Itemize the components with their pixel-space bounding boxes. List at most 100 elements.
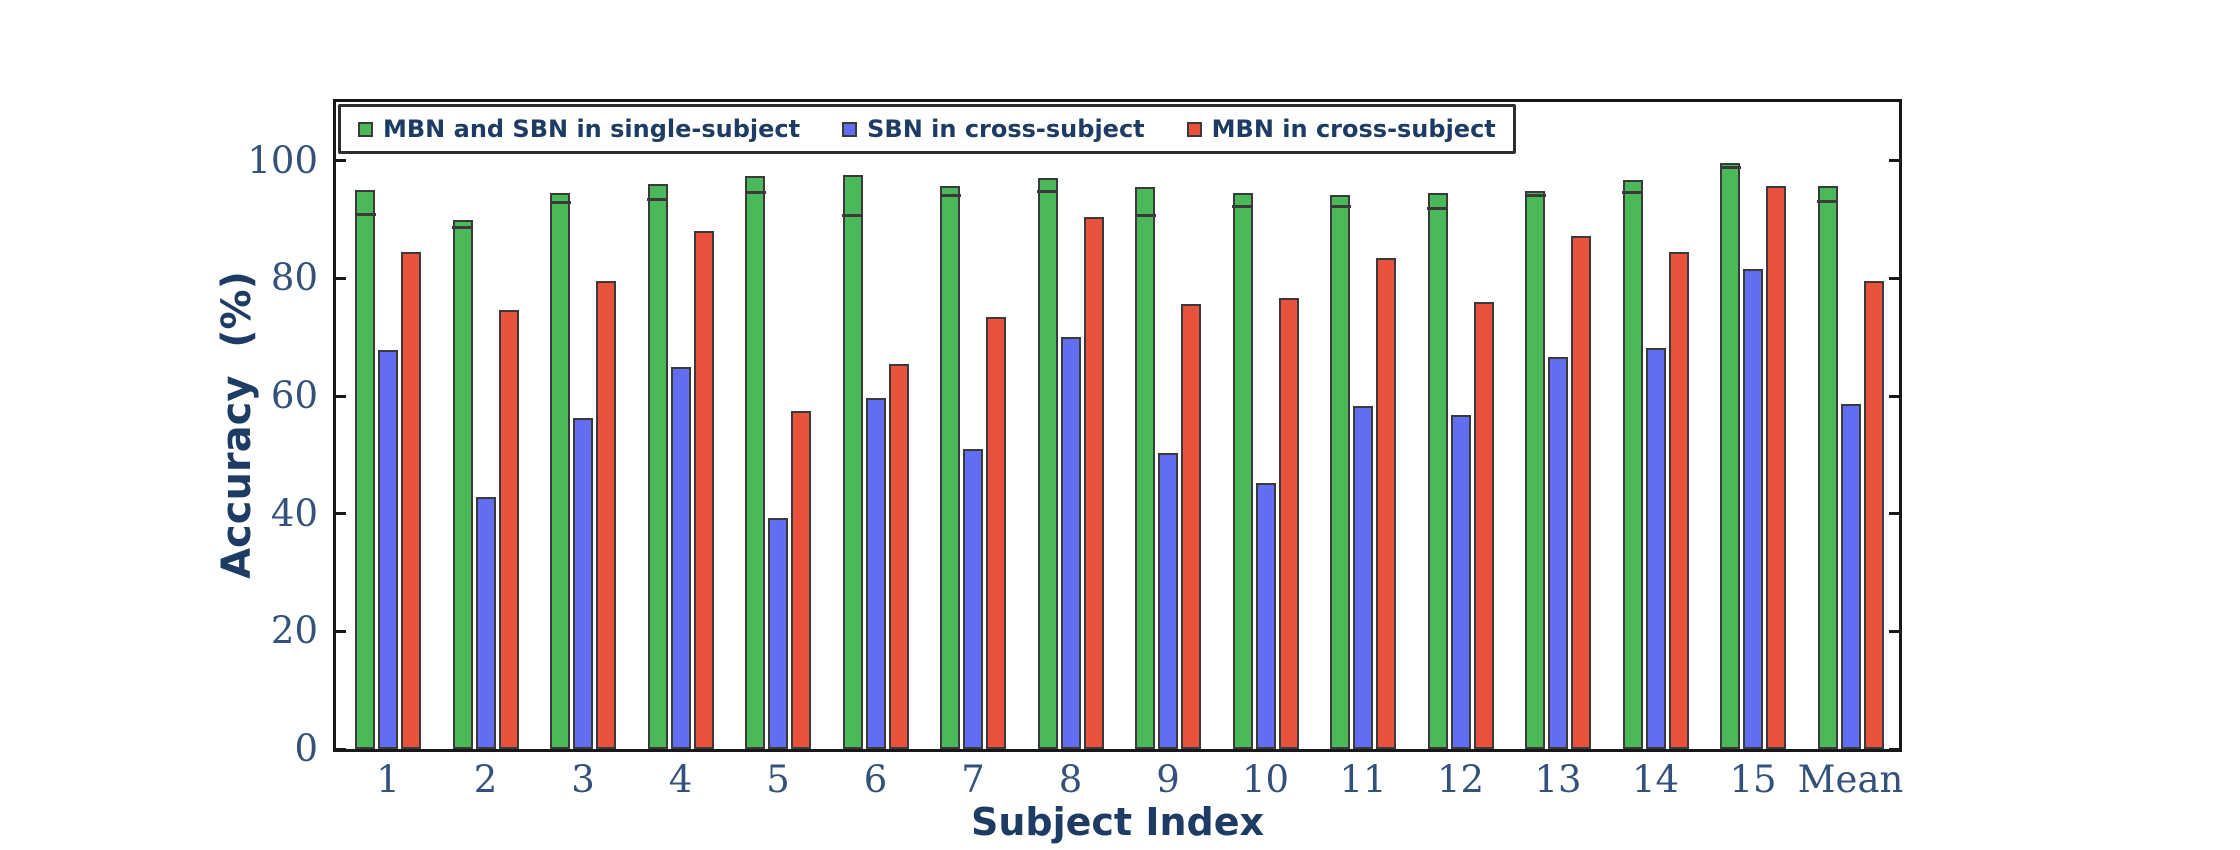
y-tick-mark-right-100 [1889, 159, 1899, 163]
x-tick-label-12: 12 [1436, 758, 1485, 801]
legend-item-single-subject: MBN and SBN in single-subject [358, 115, 800, 143]
single-subject-secondary-top-line-2 [452, 226, 473, 230]
bar-sbn-cross-8 [1060, 337, 1081, 749]
bar-group-3 [549, 102, 616, 749]
bar-mbn-cross-8 [1083, 217, 1104, 749]
bar-sbn-cross-3 [573, 418, 593, 749]
bar-sbn-cross-4 [670, 366, 691, 749]
bar-mbn-cross-15 [1766, 185, 1786, 749]
bar-single-subject-13 [1524, 191, 1546, 749]
plot-area: MBN and SBN in single-subject SBN in cro… [333, 99, 1902, 752]
bar-mbn-cross-4 [693, 231, 714, 749]
bar-sbn-cross-7 [963, 449, 983, 749]
x-tick-label-15: 15 [1729, 758, 1777, 801]
y-tick-label-0: 0 [294, 727, 318, 770]
bar-single-subject-10 [1232, 192, 1253, 749]
y-tick-label-40: 40 [270, 491, 318, 535]
bar-group-7 [939, 102, 1006, 749]
single-subject-secondary-top-line-12 [1427, 207, 1448, 211]
bar-sbn-cross-11 [1353, 406, 1373, 749]
bar-sbn-cross-9 [1158, 453, 1178, 749]
y-tick-mark-right-60 [1889, 394, 1899, 398]
y-tick-mark-right-0 [1889, 747, 1899, 751]
x-tick-label-2: 2 [473, 758, 498, 801]
y-tick-mark-right-20 [1889, 629, 1899, 633]
bar-single-subject-1 [354, 190, 376, 749]
y-tick-mark-left-60 [336, 394, 346, 398]
single-subject-secondary-top-line-9 [1134, 213, 1156, 217]
bar-group-8 [1037, 102, 1104, 749]
bar-mbn-cross-7 [986, 317, 1006, 749]
bar-single-subject-Mean [1817, 185, 1838, 749]
x-axis-label: Subject Index [970, 800, 1264, 844]
bar-group-6 [842, 102, 909, 749]
single-subject-secondary-top-line-7 [939, 194, 961, 198]
bar-mbn-cross-5 [791, 410, 811, 749]
bar-single-subject-12 [1427, 192, 1448, 749]
bar-single-subject-5 [744, 175, 766, 749]
legend-label-sbn-cross: SBN in cross-subject [867, 115, 1145, 143]
bar-single-subject-9 [1134, 187, 1156, 749]
single-subject-secondary-top-line-8 [1037, 189, 1058, 193]
single-subject-secondary-top-line-4 [647, 197, 668, 201]
bar-mbn-cross-14 [1668, 252, 1689, 749]
legend-label-mbn-cross: MBN in cross-subject [1211, 115, 1496, 143]
bar-mbn-cross-12 [1473, 301, 1494, 749]
single-subject-secondary-top-line-13 [1524, 194, 1546, 198]
single-subject-secondary-top-line-15 [1719, 166, 1741, 170]
bar-group-1 [354, 102, 421, 749]
x-tick-label-9: 9 [1156, 758, 1180, 801]
single-subject-secondary-top-line-Mean [1817, 200, 1838, 204]
bar-group-10 [1232, 102, 1299, 749]
bar-sbn-cross-15 [1743, 269, 1763, 749]
y-tick-mark-right-40 [1889, 512, 1899, 516]
bar-single-subject-3 [549, 193, 571, 749]
legend-swatch-single-subject-icon [358, 121, 373, 137]
bar-group-Mean [1817, 102, 1884, 749]
x-tick-label-6: 6 [863, 758, 888, 801]
bar-mbn-cross-6 [888, 364, 909, 749]
bar-mbn-cross-2 [498, 310, 519, 749]
y-tick-mark-left-20 [336, 629, 346, 633]
bar-mbn-cross-Mean [1863, 280, 1884, 749]
bar-mbn-cross-9 [1181, 304, 1201, 749]
bar-group-12 [1427, 102, 1494, 749]
x-tick-label-3: 3 [571, 758, 595, 801]
bar-sbn-cross-12 [1450, 414, 1471, 749]
bar-group-2 [452, 102, 519, 749]
bar-single-subject-8 [1037, 178, 1058, 749]
bar-sbn-cross-14 [1645, 347, 1666, 749]
bar-single-subject-14 [1622, 179, 1643, 749]
bar-single-subject-11 [1329, 194, 1351, 749]
bar-mbn-cross-3 [596, 281, 616, 749]
bar-group-14 [1622, 102, 1689, 749]
x-tick-label-7: 7 [961, 758, 985, 801]
legend-label-single-subject: MBN and SBN in single-subject [383, 115, 801, 143]
bar-mbn-cross-11 [1376, 257, 1396, 749]
bar-mbn-cross-1 [401, 252, 421, 749]
y-tick-label-20: 20 [270, 609, 318, 653]
y-tick-label-80: 80 [270, 256, 318, 300]
legend-item-sbn-cross: SBN in cross-subject [842, 115, 1145, 143]
single-subject-secondary-top-line-3 [549, 200, 571, 204]
bar-mbn-cross-13 [1571, 235, 1591, 749]
x-tick-label-10: 10 [1241, 758, 1290, 801]
bar-group-5 [744, 102, 811, 749]
y-tick-mark-left-80 [336, 276, 346, 280]
single-subject-secondary-top-line-1 [354, 213, 376, 217]
bar-sbn-cross-1 [378, 350, 398, 749]
bar-mbn-cross-10 [1278, 298, 1299, 749]
y-tick-label-100: 100 [247, 138, 318, 182]
single-subject-secondary-top-line-10 [1232, 205, 1253, 209]
y-tick-mark-left-0 [336, 747, 346, 751]
x-tick-label-1: 1 [376, 758, 400, 801]
bar-sbn-cross-13 [1548, 357, 1568, 749]
bar-group-15 [1719, 102, 1786, 749]
single-subject-secondary-top-line-11 [1329, 204, 1351, 208]
bar-single-subject-6 [842, 174, 863, 749]
x-tick-label-4: 4 [668, 758, 693, 801]
legend-swatch-mbn-cross-icon [1186, 121, 1202, 137]
x-tick-label-8: 8 [1058, 758, 1083, 801]
bar-sbn-cross-6 [865, 398, 886, 749]
